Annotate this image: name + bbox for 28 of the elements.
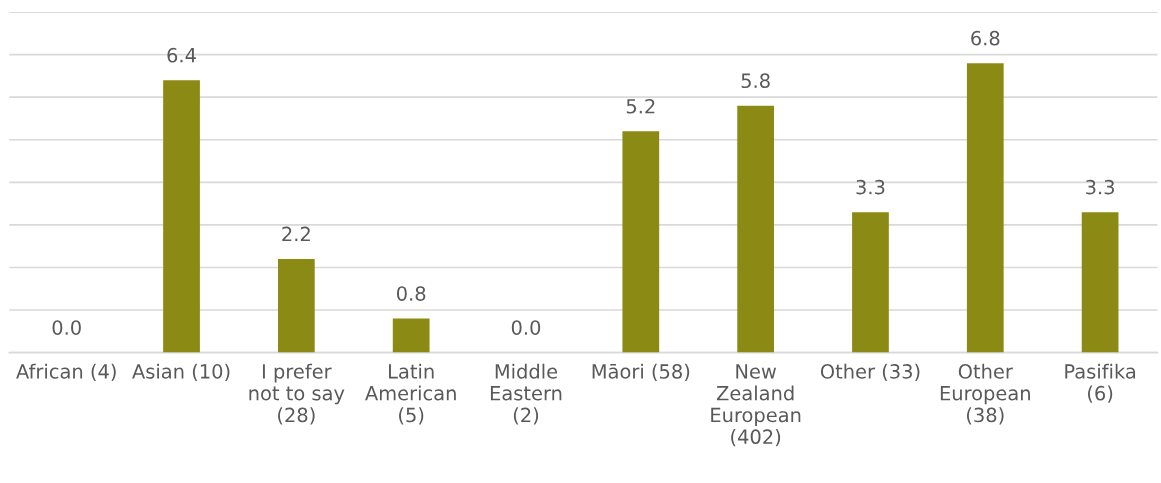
x-tick-label: New Zealand European (402) bbox=[711, 364, 801, 447]
data-label: 0.0 bbox=[511, 320, 541, 335]
data-label: 2.2 bbox=[282, 226, 310, 242]
x-tick-label: Middle Eastern (2) bbox=[490, 363, 562, 425]
data-label: 5.8 bbox=[741, 73, 770, 89]
x-tick-label: I prefer not to say (28) bbox=[249, 363, 345, 425]
data-label: 3.3 bbox=[856, 179, 885, 195]
bar bbox=[1081, 212, 1119, 353]
x-tick-label: Other (33) bbox=[820, 363, 920, 382]
bar bbox=[737, 105, 775, 353]
data-label: 6.4 bbox=[167, 47, 196, 63]
bar bbox=[163, 80, 200, 353]
x-tick-label: Other European (38) bbox=[940, 363, 1030, 425]
data-label: 3.3 bbox=[1086, 179, 1115, 195]
bar bbox=[277, 258, 315, 353]
data-label: 0.8 bbox=[396, 286, 426, 301]
x-tick-label: Latin American (5) bbox=[365, 363, 456, 425]
bar bbox=[392, 318, 430, 353]
bar bbox=[966, 63, 1004, 353]
data-label: 6.8 bbox=[971, 30, 1000, 46]
bar bbox=[852, 212, 889, 353]
x-tick-label: Māori (58) bbox=[592, 363, 690, 382]
data-label: 5.2 bbox=[626, 98, 655, 114]
x-tick-label: African (4) bbox=[16, 363, 116, 382]
x-tick-label: Asian (10) bbox=[132, 363, 230, 382]
bar bbox=[622, 131, 660, 353]
x-tick-label: Pasifika (6) bbox=[1065, 363, 1136, 403]
data-label: 0.0 bbox=[52, 320, 81, 335]
